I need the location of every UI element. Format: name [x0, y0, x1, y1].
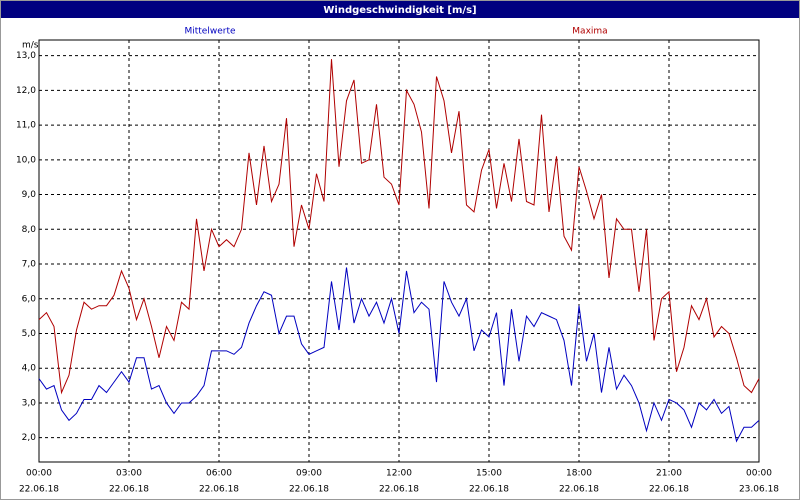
y-axis-unit: m/s [22, 41, 39, 51]
y-tick-label: 5,0 [22, 329, 37, 339]
y-tick-label: 8,0 [22, 225, 37, 235]
x-tick-date: 22.06.18 [379, 485, 419, 495]
y-tick-label: 6,0 [22, 294, 37, 304]
data-line [38, 59, 760, 395]
y-tick-label: 12,0 [16, 86, 36, 96]
y-tick-label: 10,0 [16, 155, 36, 165]
legend-label: Mittelwerte [184, 27, 235, 37]
y-tick-label: 7,0 [22, 260, 37, 270]
y-tick-label: 4,0 [22, 364, 37, 374]
x-tick-date: 22.06.18 [109, 485, 149, 495]
x-tick-label: 18:00 [566, 469, 592, 479]
y-tick-label: 2,0 [22, 433, 37, 443]
x-tick-label: 15:00 [476, 469, 502, 479]
y-tick-label: 13,0 [16, 51, 36, 61]
x-tick-label: 12:00 [386, 469, 412, 479]
x-tick-date: 22.06.18 [199, 485, 239, 495]
legend-label: Maxima [572, 27, 607, 37]
x-tick-date: 22.06.18 [289, 485, 329, 495]
x-tick-date: 22.06.18 [469, 485, 509, 495]
x-tick-label: 09:00 [296, 469, 322, 479]
title-bar [1, 1, 799, 18]
x-tick-label: 00:00 [746, 469, 772, 479]
x-tick-label: 21:00 [656, 469, 682, 479]
x-tick-date: 23.06.18 [739, 485, 779, 495]
x-tick-date: 22.06.18 [559, 485, 599, 495]
y-tick-label: 11,0 [16, 121, 36, 131]
x-tick-date: 22.06.18 [649, 485, 689, 495]
data-line [38, 267, 760, 443]
x-tick-date: 22.06.18 [19, 485, 59, 495]
x-tick-label: 03:00 [116, 469, 142, 479]
y-tick-label: 9,0 [22, 190, 37, 200]
x-tick-label: 06:00 [206, 469, 232, 479]
chart-title: Windgeschwindigkeit [m/s] [323, 5, 476, 16]
x-tick-label: 00:00 [26, 469, 52, 479]
y-tick-label: 3,0 [22, 398, 37, 408]
